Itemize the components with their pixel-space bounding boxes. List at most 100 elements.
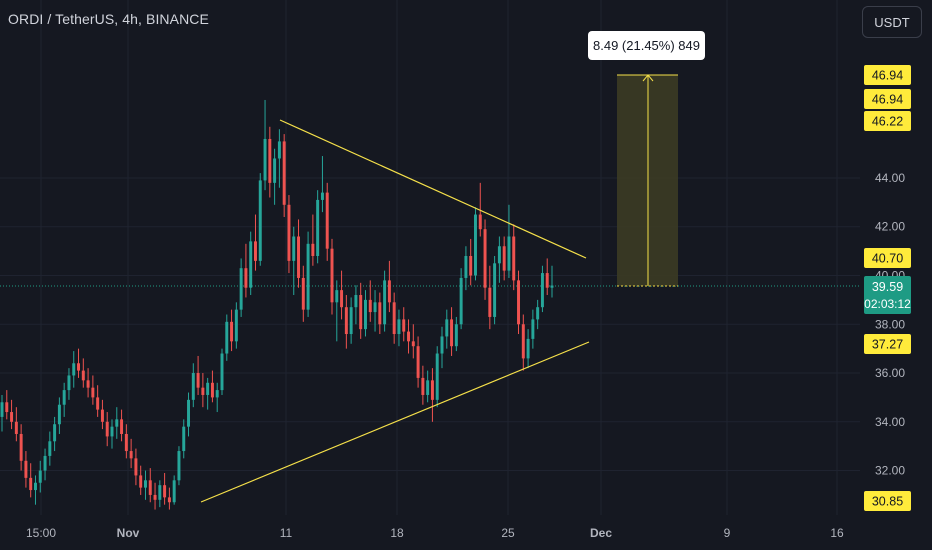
candle-body [230,321,234,342]
candle-body [48,441,52,456]
price-tick-label: 32.00 [875,464,905,478]
grid-lines [0,0,860,515]
candle-body [105,421,109,437]
price-tag-box [864,491,911,511]
time-tick-label: 15:00 [26,526,56,540]
candle-body [81,370,85,381]
candle-body [143,480,147,488]
candle-body [526,338,530,359]
candle-body [249,241,253,288]
candle-body [67,375,71,391]
candle-body [392,302,396,335]
candle-body [282,141,286,205]
candle-body [387,280,391,303]
candle-body [340,290,344,308]
price-tag-box [864,65,911,85]
candle-body [57,404,61,425]
candle-body [220,353,224,391]
candle-body [316,199,320,256]
candle-body [545,273,549,288]
candle-body [440,336,444,354]
candle-body [497,246,501,264]
candle-body [373,302,377,313]
candle-body [397,319,401,335]
candle-body [464,256,468,278]
candle-body [344,307,348,335]
candle-body [225,321,229,354]
candle-body [335,290,339,303]
candle-body [459,277,463,325]
candle-body [124,433,128,452]
time-tick-label: 9 [724,526,731,540]
candle-body [0,402,4,417]
candle-body [38,470,42,483]
price-tag-label: 40.70 [872,252,903,266]
candle-body [53,424,57,442]
candle-body [5,402,9,413]
current-price-box [864,276,911,314]
candle-body [239,268,243,310]
candle-body [411,341,415,347]
candles-group [0,99,554,510]
price-tag-box [864,89,911,109]
candle-body [378,302,382,325]
price-tick-label: 38.00 [875,317,905,331]
candle-body [550,285,554,288]
candle-body [454,324,458,347]
candle-body [96,397,100,410]
price-tag-box [864,334,911,354]
candle-body [540,273,544,308]
candle-body [512,236,516,281]
time-tick-label: 11 [280,526,293,540]
candle-body [196,373,200,388]
candle-body [215,390,219,398]
candle-body [407,331,411,342]
candle-body [421,377,425,395]
candle-body [191,373,195,400]
candle-body [19,433,23,461]
candle-body [72,363,76,376]
candle-body [493,263,497,317]
candle-body [210,382,214,398]
support-trendline[interactable] [200,341,590,503]
candle-body [43,455,47,471]
candle-body [163,485,167,498]
candle-body [488,287,492,317]
time-tick-label: 16 [830,526,844,540]
candle-body [115,419,119,427]
price-tick-label: 42.00 [875,220,905,234]
candle-body [469,256,473,276]
candle-body [153,494,157,500]
candle-body [354,295,358,308]
candle-body [29,477,33,491]
price-tick-label: 34.00 [875,415,905,429]
countdown-label: 02:03:12 [864,297,911,311]
candle-body [148,480,152,495]
candle-body [120,419,124,434]
price-tag-label: 46.94 [872,69,903,83]
resistance-trendline[interactable] [279,119,587,259]
measure-arrow-head-icon [642,74,654,82]
candle-body [158,485,162,500]
candle-body [277,141,281,159]
candle-body [478,214,482,230]
price-tag-label: 46.94 [872,93,903,107]
symbol-title: ORDI / TetherUS, 4h, BINANCE [8,11,209,27]
candle-body [536,307,540,320]
candle-body [426,380,430,395]
candle-body [14,421,18,434]
candle-body [167,497,171,503]
currency-button[interactable]: USDT [862,6,922,38]
candle-body [172,480,176,503]
candle-body [301,277,305,310]
time-tick-label: Dec [590,526,612,540]
candle-body [100,409,104,422]
candle-body [206,382,210,395]
price-tick-label: 36.00 [875,366,905,380]
price-tags: 46.94 46.94 46.22 40.70 37.27 30.85 39.59 02:03… [864,65,911,511]
time-axis[interactable]: 15:00 Nov 11 18 25 Dec 9 16 [26,526,844,540]
candle-body [507,236,511,271]
